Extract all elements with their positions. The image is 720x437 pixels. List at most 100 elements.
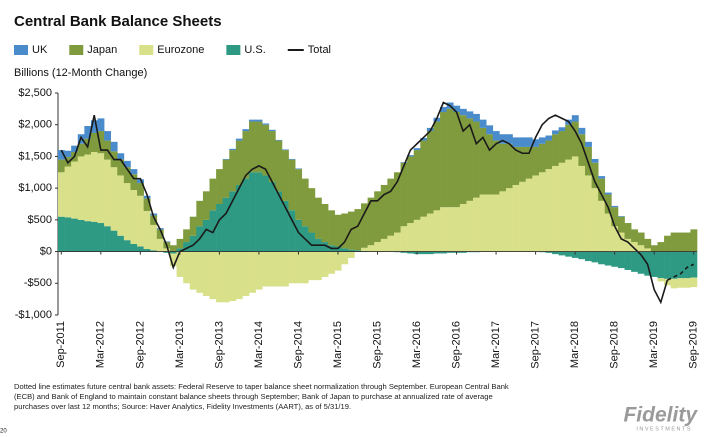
bar [473,121,480,198]
bar [137,183,144,196]
bar [604,192,612,195]
bar [400,251,408,253]
bar [281,200,289,252]
bar [262,251,270,287]
legend-label: UK [32,44,48,56]
bar [552,130,559,135]
legend-label: U.S. [244,44,265,56]
bar [525,137,533,147]
bar [433,251,441,254]
x-tick-label: Sep-2015 [371,321,383,369]
bar [631,242,639,252]
y-tick-label: $1,500 [18,150,52,162]
bar [393,232,401,252]
bar [420,216,428,252]
bar [97,223,105,252]
bar [657,242,665,252]
bar [650,251,658,277]
bar [242,251,250,296]
bar [169,253,177,267]
bar [611,226,619,252]
bar [545,169,553,252]
logo: Fidelity [623,404,698,427]
bar [505,143,513,189]
bar [288,251,296,284]
bar [453,207,461,252]
bar [196,251,204,293]
chart-title: Central Bank Balance Sheets [14,13,222,30]
bar [58,159,65,173]
bar [255,172,263,252]
x-tick-label: Mar-2017 [490,321,502,368]
bar [249,121,256,173]
bar [77,156,85,220]
bar [505,134,513,144]
bar [677,251,685,279]
bar [499,191,507,252]
footnote: Dotted line estimates future central ban… [14,382,509,391]
bar [486,194,494,252]
bar [558,131,566,163]
bar [64,217,72,252]
bar [117,159,125,176]
bar [288,159,296,211]
bar [466,111,474,119]
bar [486,125,494,135]
bar [433,210,441,252]
footnote: purchases over last 12 months; Source: H… [14,402,351,411]
bar [440,106,447,113]
bar [453,105,461,113]
bar [617,216,625,233]
bar [117,235,125,252]
bar [110,141,118,152]
bar [275,191,283,252]
bar [84,154,92,222]
bar [130,243,138,252]
bar [571,115,579,122]
bar [281,251,289,287]
bar [77,219,85,252]
bar [367,197,375,246]
bar [295,219,303,252]
bar [281,150,289,201]
bar [604,251,612,266]
bar [552,165,559,252]
bar [189,216,197,236]
bar [156,238,164,252]
bar [249,251,256,293]
bar [183,229,191,243]
bar [545,251,553,253]
bar [512,184,520,252]
bar [143,210,151,250]
bar [545,140,553,170]
x-tick-label: Sep-2016 [450,321,462,369]
bar [169,251,177,254]
bar [611,251,619,267]
bar [137,179,144,184]
bar [169,245,177,252]
bar [657,278,665,282]
bar [374,191,382,243]
bar [585,175,592,252]
bar [117,153,125,160]
bar [440,251,447,254]
bar [341,213,349,249]
bar [420,140,428,217]
bar [492,131,500,141]
x-tick-label: Mar-2019 [648,321,660,368]
bar [611,207,619,227]
bar [255,251,263,290]
x-tick-label: Sep-2018 [609,321,621,369]
bar [183,251,191,284]
bar [426,213,434,252]
bar [84,125,92,139]
bar [143,198,151,211]
bar [492,140,500,195]
bar [585,251,592,262]
bar [380,184,388,239]
bar [104,131,112,141]
bar [604,194,612,214]
bar [479,194,487,252]
bar [591,158,599,163]
bar [624,223,632,239]
